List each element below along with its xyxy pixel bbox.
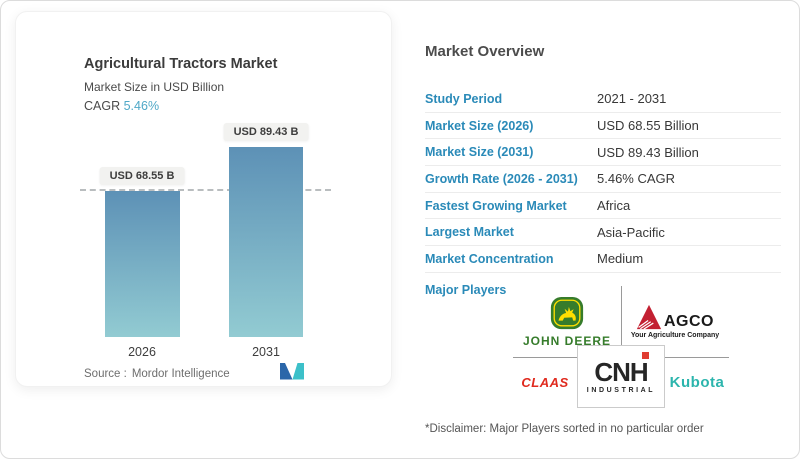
- major-players-logo-grid: JOHN DEERE AGCO Your Agriculture Company…: [513, 286, 729, 408]
- chart-title: Agricultural Tractors Market: [84, 56, 278, 72]
- row-value: 5.46% CAGR: [597, 171, 676, 187]
- claas-wordmark: CLAAS: [521, 375, 569, 390]
- cagr-value: 5.46%: [123, 99, 160, 113]
- logo-grid-vertical-divider: [621, 286, 622, 345]
- table-row: Growth Rate (2026 - 2031) 5.46% CAGR: [425, 166, 781, 193]
- row-value: Asia-Pacific: [597, 224, 665, 240]
- john-deere-wordmark: JOHN DEERE: [522, 333, 612, 348]
- logo-grid-horizontal-divider: [513, 357, 577, 358]
- cagr-line: CAGR 5.46%: [84, 99, 159, 113]
- agco-wordmark: AGCO: [664, 313, 714, 330]
- bar-value-label-2031: USD 89.43 B: [223, 123, 309, 141]
- table-row: Market Size (2031) USD 89.43 Billion: [425, 139, 781, 167]
- logo-grid-horizontal-divider: [665, 357, 729, 358]
- panel-heading: Market Overview: [425, 43, 545, 60]
- agco-tagline: Your Agriculture Company: [630, 332, 720, 339]
- row-value: 2021 - 2031: [597, 91, 667, 107]
- cnh-wordmark: CNH: [594, 352, 649, 385]
- row-label: Fastest Growing Market: [425, 198, 567, 213]
- claas-logo: CLAAS: [513, 357, 577, 408]
- row-label: Market Size (2031): [425, 145, 534, 160]
- table-row: Fastest Growing Market Africa: [425, 193, 781, 220]
- row-label: Market Size (2026): [425, 118, 534, 133]
- mordor-intelligence-m-logo: [280, 363, 304, 380]
- market-chart-card: Agricultural Tractors Market Market Size…: [15, 11, 392, 387]
- source-value: Mordor Intelligence: [131, 368, 230, 380]
- table-row: Study Period 2021 - 2031: [425, 86, 781, 113]
- source-line: Source : Mordor Intelligence: [84, 368, 235, 380]
- table-row: Market Size (2026) USD 68.55 Billion: [425, 113, 781, 140]
- row-value: USD 68.55 Billion: [597, 118, 699, 134]
- john-deere-deer-icon: [550, 296, 584, 329]
- bar-chart: USD 68.55 B USD 89.43 B 2026 2031: [16, 97, 391, 359]
- row-value: USD 89.43 Billion: [597, 144, 699, 160]
- row-label: Market Concentration: [425, 251, 554, 266]
- overview-table: Study Period 2021 - 2031 Market Size (20…: [425, 86, 781, 273]
- agco-logo: AGCO Your Agriculture Company: [621, 286, 729, 357]
- table-row: Largest Market Asia-Pacific: [425, 219, 781, 247]
- x-axis-label-2031: 2031: [252, 345, 280, 359]
- bar-value-label-2026: USD 68.55 B: [99, 167, 185, 186]
- row-label: Study Period: [425, 91, 503, 106]
- john-deere-logo: JOHN DEERE: [513, 286, 621, 357]
- row-label: Growth Rate (2026 - 2031): [425, 171, 578, 186]
- cnh-industrial-logo: CNH INDUSTRIAL: [577, 345, 665, 408]
- kubota-logo: Kubota: [665, 357, 729, 408]
- kubota-wordmark: Kubota: [669, 374, 725, 391]
- bar-2026: [105, 191, 180, 337]
- cagr-label: CAGR: [84, 99, 121, 113]
- source-label: Source :: [84, 368, 127, 380]
- row-value: Medium: [597, 251, 644, 267]
- reference-dashed-line: [80, 189, 331, 192]
- row-label: Largest Market: [425, 225, 514, 240]
- cnh-industrial-text: INDUSTRIAL: [586, 387, 656, 394]
- table-row: Market Concentration Medium: [425, 246, 781, 273]
- major-players-label: Major Players: [425, 283, 507, 297]
- bar-2031: [229, 147, 303, 337]
- row-value: Africa: [597, 198, 631, 214]
- agco-triangle-icon: [636, 304, 662, 330]
- x-axis-label-2026: 2026: [128, 345, 156, 359]
- disclaimer-text: *Disclaimer: Major Players sorted in no …: [425, 423, 704, 435]
- chart-subtitle: Market Size in USD Billion: [84, 80, 225, 94]
- cnh-red-square-icon: [641, 352, 649, 359]
- market-overview-panel: Market Overview Study Period 2021 - 2031…: [425, 1, 781, 458]
